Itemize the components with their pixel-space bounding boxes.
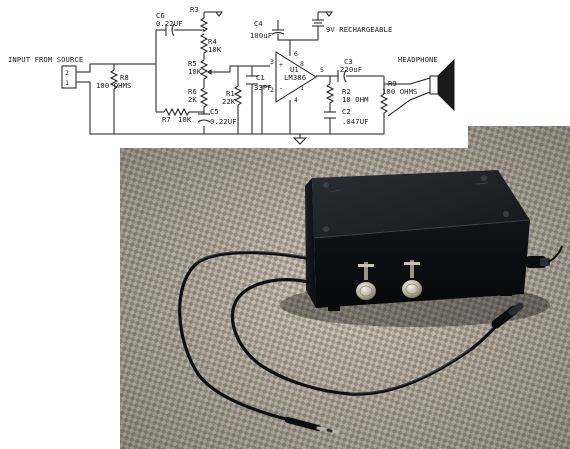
capacitor-c1: [246, 75, 258, 85]
c5-name: C5: [210, 107, 219, 116]
headphone-speaker: [429, 58, 455, 112]
r5-value: 10K: [188, 67, 202, 76]
c1-value: 33PF: [254, 83, 272, 92]
r9-value: 100 OHMS: [382, 87, 417, 96]
battery: [312, 11, 333, 27]
amp-plus: +: [279, 61, 283, 69]
screw: [323, 226, 329, 232]
r2-name: R2: [342, 87, 351, 96]
c6-value: 0.22UF: [156, 19, 183, 28]
resistor-r4: [199, 33, 209, 56]
r7-value: 10K: [178, 115, 192, 124]
r6-name: R6: [188, 87, 197, 96]
resistor-r1: [233, 85, 243, 110]
box-foot: [328, 305, 340, 311]
resistor-r8: [109, 69, 119, 92]
r5-name: R5: [188, 59, 197, 68]
potentiometer-r6: [199, 87, 209, 110]
amp-pin-6: 6: [294, 50, 298, 58]
resistor-r3: [199, 11, 223, 32]
screw: [503, 211, 509, 217]
r2-value: 10 OHM: [342, 95, 369, 104]
amp-ref: U1: [290, 65, 299, 74]
amp-pin-4: 4: [294, 96, 298, 104]
c3-value: 220uF: [340, 65, 362, 74]
schematic: 2 1 INPUT FROM SOURCE: [0, 0, 468, 148]
r8-name: R8: [120, 73, 129, 82]
c6-name: C6: [156, 11, 165, 20]
r1-name: R1: [226, 89, 235, 98]
capacitor-c2: [324, 111, 336, 119]
r4-value: 10K: [208, 45, 222, 54]
amp-pin-8: 8: [300, 60, 304, 68]
input-label: INPUT FROM SOURCE: [8, 55, 83, 64]
box-foot: [500, 290, 512, 296]
amp-pin-3: 3: [270, 58, 274, 66]
cable-highlight: [195, 251, 307, 264]
r9-name: R9: [388, 79, 397, 88]
r8-value: 100 OHMS: [96, 81, 131, 90]
audio-cables: [178, 251, 524, 434]
tone-knob: [402, 260, 422, 298]
r4-name: R4: [208, 37, 217, 46]
amp-pin-1: 1: [300, 84, 304, 92]
ground-symbol: [292, 137, 308, 145]
output-jack: [526, 245, 563, 268]
amp-minus: -: [279, 84, 283, 92]
headphone-label: HEADPHONE: [398, 55, 438, 64]
c4-value: 100uF: [250, 31, 272, 40]
resistor-r7: [163, 107, 192, 117]
input-pin-2: 2: [65, 69, 69, 77]
second-cable: [230, 278, 504, 396]
resistor-r9: [379, 84, 389, 116]
r1-value: 22K: [222, 97, 236, 106]
wires: [76, 12, 431, 138]
photo: [120, 126, 570, 449]
input-jack: 2 1: [61, 65, 77, 89]
c2-name: C2: [342, 107, 351, 116]
input-cable: [178, 251, 308, 422]
project-box: [305, 170, 563, 311]
battery-label: 9V RECHARGEABLE: [326, 25, 392, 34]
capacitor-c4: [271, 29, 285, 35]
capacitor-c3: [337, 69, 347, 83]
amp-pin-2: 2: [270, 86, 274, 94]
screw: [323, 182, 329, 188]
box-side: [305, 178, 316, 308]
r3-name: R3: [190, 5, 199, 14]
schematic-background: [0, 0, 468, 148]
mini-plug: [285, 417, 340, 434]
c2-value: .047UF: [342, 117, 369, 126]
box-top: [312, 170, 530, 238]
capacitor-c5: [197, 113, 211, 123]
r7-name: R7: [162, 115, 171, 124]
c1-name: C1: [256, 73, 265, 82]
c4-name: C4: [254, 19, 263, 28]
c5-value: 0.22UF: [210, 117, 237, 126]
lm386-amplifier: 3 2 6 4 5 8 1 + -: [270, 50, 324, 104]
amp-pin-5: 5: [320, 66, 324, 74]
inline-socket: [491, 302, 524, 329]
amp-part: LM386: [284, 73, 306, 82]
r6-value: 2K: [188, 95, 197, 104]
cable-highlight: [349, 348, 471, 394]
capacitor-c6: [165, 23, 175, 37]
volume-knob: [356, 262, 376, 300]
potentiometer-r5: [199, 59, 214, 84]
c3-name: C3: [344, 57, 353, 66]
screw: [481, 175, 487, 181]
input-pin-1: 1: [65, 79, 69, 87]
resistor-r2: [325, 83, 335, 106]
